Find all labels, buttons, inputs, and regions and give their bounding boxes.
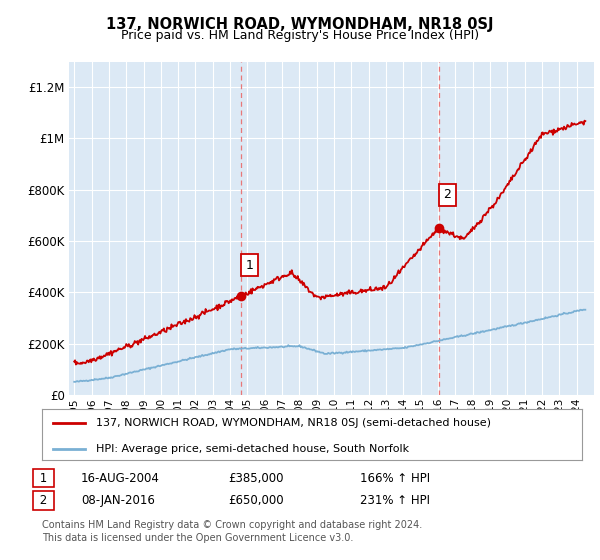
Text: 1: 1	[36, 472, 50, 484]
Text: 2: 2	[443, 188, 451, 202]
Text: £650,000: £650,000	[228, 494, 284, 507]
Text: 231% ↑ HPI: 231% ↑ HPI	[360, 494, 430, 507]
Text: 16-AUG-2004: 16-AUG-2004	[81, 472, 160, 484]
Text: Price paid vs. HM Land Registry's House Price Index (HPI): Price paid vs. HM Land Registry's House …	[121, 29, 479, 42]
Text: 166% ↑ HPI: 166% ↑ HPI	[360, 472, 430, 484]
Text: 137, NORWICH ROAD, WYMONDHAM, NR18 0SJ: 137, NORWICH ROAD, WYMONDHAM, NR18 0SJ	[106, 17, 494, 32]
Text: 2: 2	[36, 494, 50, 507]
Text: 137, NORWICH ROAD, WYMONDHAM, NR18 0SJ (semi-detached house): 137, NORWICH ROAD, WYMONDHAM, NR18 0SJ (…	[96, 418, 491, 428]
Text: 08-JAN-2016: 08-JAN-2016	[81, 494, 155, 507]
Text: Contains HM Land Registry data © Crown copyright and database right 2024.
This d: Contains HM Land Registry data © Crown c…	[42, 520, 422, 543]
Text: 1: 1	[245, 259, 253, 272]
Text: HPI: Average price, semi-detached house, South Norfolk: HPI: Average price, semi-detached house,…	[96, 444, 409, 454]
Text: £385,000: £385,000	[228, 472, 284, 484]
